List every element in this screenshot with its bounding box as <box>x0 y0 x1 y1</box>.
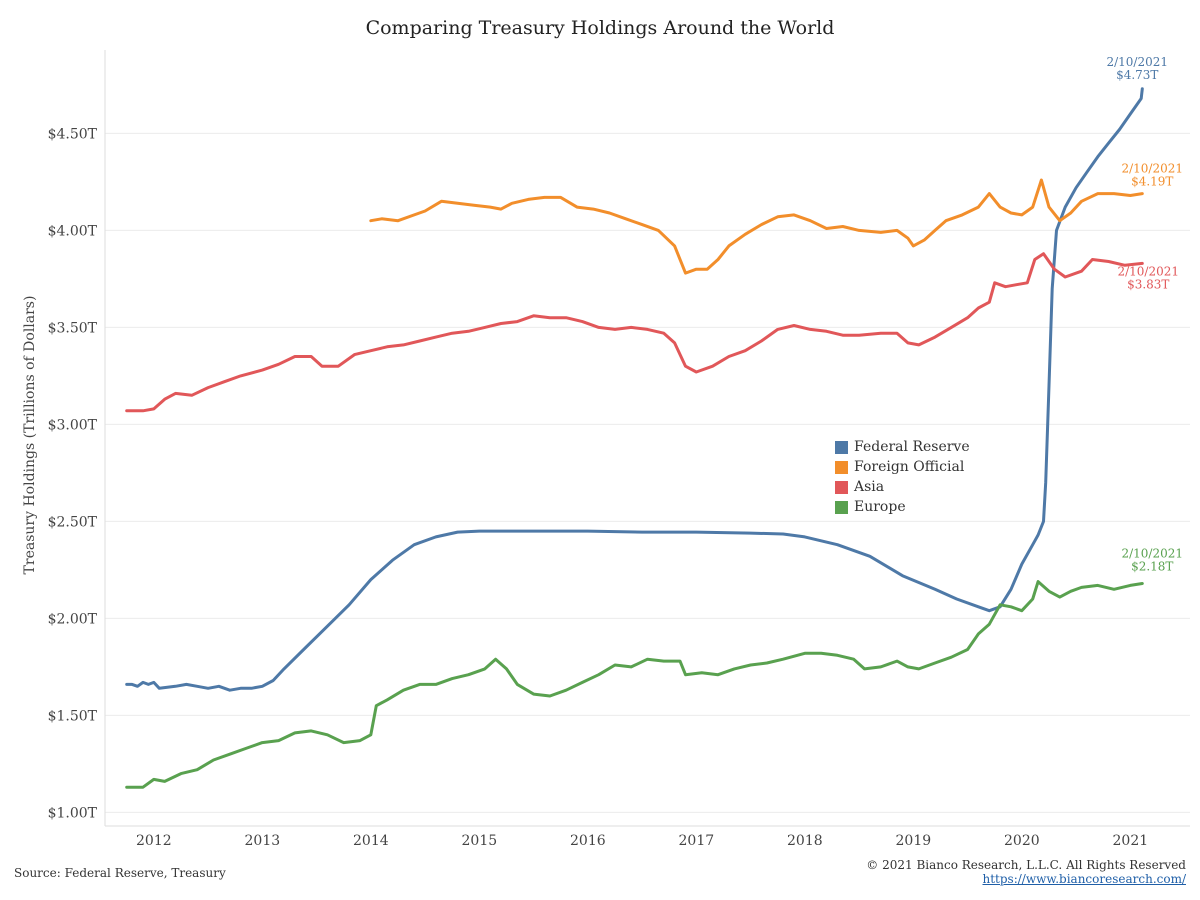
source-note: Source: Federal Reserve, Treasury <box>14 866 226 880</box>
x-tick-label: 2021 <box>1113 833 1149 849</box>
x-tick-label: 2020 <box>1004 833 1040 849</box>
x-tick-label: 2014 <box>353 833 389 849</box>
series-line-foreign-official <box>369 178 1144 275</box>
end-value-label: $4.73T <box>1116 68 1158 82</box>
y-tick-label: $2.50T <box>48 514 98 530</box>
x-tick-label: 2017 <box>679 833 715 849</box>
x-tick-label: 2019 <box>896 833 932 849</box>
end-date-label: 2/10/2021 <box>1121 162 1183 176</box>
series-line-asia <box>125 252 1144 413</box>
y-tick-label: $3.00T <box>48 417 98 433</box>
end-value-label: $3.83T <box>1127 277 1169 291</box>
x-tick-label: 2013 <box>245 833 281 849</box>
legend-item-europe: Europe <box>835 497 970 517</box>
x-tick-label: 2012 <box>136 833 172 849</box>
x-tick-label: 2018 <box>787 833 823 849</box>
legend: Federal Reserve Foreign Official Asia Eu… <box>835 437 970 517</box>
y-tick-label: $2.00T <box>48 611 98 627</box>
series-line-federal-reserve <box>125 87 1144 692</box>
legend-item-federal-reserve: Federal Reserve <box>835 437 970 457</box>
series-line-europe <box>125 580 1144 789</box>
legend-swatch <box>835 460 848 474</box>
copyright-text: © 2021 Bianco Research, L.L.C. All Right… <box>866 858 1186 872</box>
y-tick-label: $4.00T <box>48 223 98 239</box>
legend-swatch <box>835 480 848 494</box>
legend-label: Europe <box>854 499 906 515</box>
legend-label: Foreign Official <box>854 459 965 475</box>
x-tick-label: 2016 <box>570 833 606 849</box>
copyright-block: © 2021 Bianco Research, L.L.C. All Right… <box>866 858 1186 886</box>
end-date-label: 2/10/2021 <box>1117 264 1179 278</box>
end-date-label: 2/10/2021 <box>1121 547 1183 561</box>
legend-swatch <box>835 500 848 514</box>
y-tick-label: $1.50T <box>48 708 98 724</box>
legend-swatch <box>835 440 848 454</box>
legend-item-foreign-official: Foreign Official <box>835 457 970 477</box>
y-tick-label: $3.50T <box>48 320 98 336</box>
y-tick-label: $1.00T <box>48 805 98 821</box>
legend-label: Federal Reserve <box>854 439 970 455</box>
website-link[interactable]: https://www.biancoresearch.com/ <box>982 872 1186 886</box>
end-date-label: 2/10/2021 <box>1106 55 1168 69</box>
end-value-label: $2.18T <box>1131 560 1173 574</box>
y-tick-label: $4.50T <box>48 126 98 142</box>
x-tick-label: 2015 <box>462 833 498 849</box>
chart-title: Comparing Treasury Holdings Around the W… <box>365 17 835 39</box>
end-value-label: $4.19T <box>1131 175 1173 189</box>
legend-item-asia: Asia <box>835 477 970 497</box>
legend-label: Asia <box>854 479 885 495</box>
